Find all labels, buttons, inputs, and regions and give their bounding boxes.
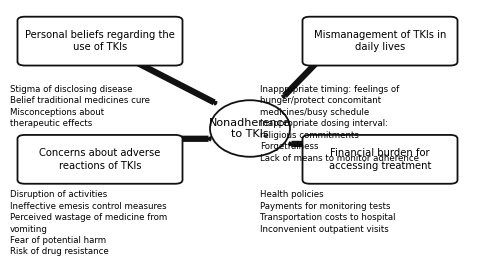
Text: Disruption of activities
Ineffective emesis control measures
Perceived wastage o: Disruption of activities Ineffective eme… [10, 190, 167, 256]
Text: Mismanagement of TKIs in
daily lives: Mismanagement of TKIs in daily lives [314, 30, 446, 52]
Text: Personal beliefs regarding the
use of TKIs: Personal beliefs regarding the use of TK… [25, 30, 175, 52]
Text: Concerns about adverse
reactions of TKIs: Concerns about adverse reactions of TKIs [40, 148, 160, 171]
FancyBboxPatch shape [302, 17, 458, 66]
FancyBboxPatch shape [18, 135, 182, 184]
Text: Financial burden for
accessing treatment: Financial burden for accessing treatment [329, 148, 431, 171]
FancyBboxPatch shape [18, 17, 182, 66]
Ellipse shape [210, 100, 290, 157]
Text: Health policies
Payments for monitoring tests
Transportation costs to hospital
I: Health policies Payments for monitoring … [260, 190, 396, 234]
FancyBboxPatch shape [302, 135, 458, 184]
Text: Inappropriate timing: feelings of
hunger/protect concomitant
medicines/busy sche: Inappropriate timing: feelings of hunger… [260, 85, 419, 162]
Text: Stigma of disclosing disease
Belief traditional medicines cure
Misconceptions ab: Stigma of disclosing disease Belief trad… [10, 85, 150, 128]
Text: Nonadherence
to TKIs: Nonadherence to TKIs [209, 118, 291, 139]
